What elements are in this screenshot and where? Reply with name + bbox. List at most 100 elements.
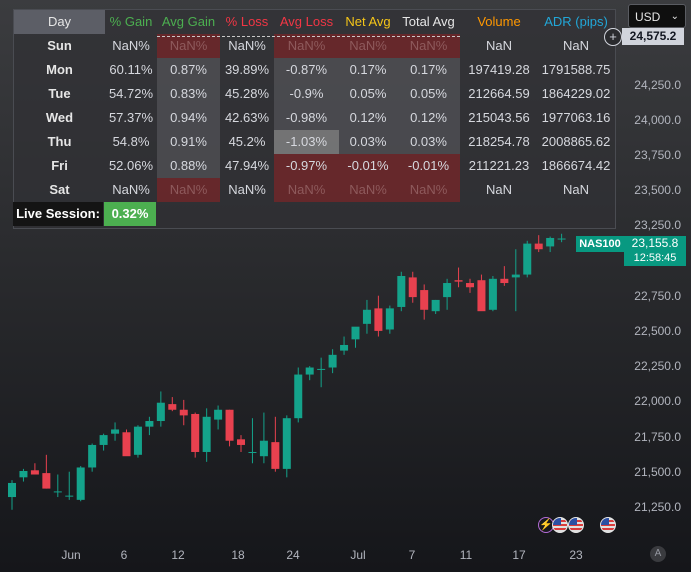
candle-body: [534, 243, 543, 250]
currency-label: USD: [635, 10, 661, 24]
candle-body: [466, 283, 474, 288]
table-cell: 1791588.75: [541, 62, 611, 77]
table-cell: NaN%: [228, 38, 266, 53]
candle-body: [111, 429, 120, 434]
table-cell: NaN%: [228, 182, 266, 197]
table-header-5: Net Avg: [345, 14, 391, 29]
price-tick-label: 23,750.0: [634, 147, 681, 162]
candle-body: [408, 277, 417, 298]
candle-body: [248, 451, 257, 453]
candle: [237, 435, 245, 452]
us-flag-icon[interactable]: [568, 517, 584, 533]
table-cell: 39.89%: [224, 62, 270, 77]
table-cell: -1.03%: [274, 130, 339, 154]
table-cell: 52.06%: [108, 158, 154, 173]
candle-body: [294, 374, 303, 419]
time-tick-label: 23: [569, 548, 583, 562]
candle-body: [431, 299, 440, 312]
candle: [328, 349, 337, 374]
candle: [168, 397, 177, 412]
candle-body: [191, 413, 200, 452]
table-cell: NaN: [485, 182, 512, 197]
currency-dropdown[interactable]: USD ⌄: [628, 4, 686, 28]
candle-body: [88, 444, 97, 468]
live-session-label: Live Session:: [13, 202, 103, 226]
table-cell: 0.91%: [157, 130, 220, 154]
candle-body: [282, 418, 291, 469]
candle: [294, 367, 303, 423]
price-tick-label: 22,750.0: [634, 288, 681, 303]
candle: [76, 466, 85, 502]
candle: [546, 236, 555, 253]
candle: [214, 405, 223, 430]
candle: [431, 299, 440, 315]
table-header-7: Volume: [477, 14, 521, 29]
us-flag-icon[interactable]: [600, 517, 616, 533]
table-cell: 0.83%: [157, 82, 220, 106]
candle-body: [511, 274, 520, 278]
candle-body: [271, 442, 280, 469]
table-cell: -0.97%: [274, 154, 339, 178]
table-cell: 212664.59: [468, 86, 530, 101]
live-session-value: 0.32%: [104, 202, 156, 226]
candle: [191, 412, 200, 458]
candle-body: [351, 326, 360, 340]
price-tick-label: 21,250.0: [634, 499, 681, 514]
candle: [443, 278, 452, 310]
candle: [30, 463, 39, 475]
candle: [88, 443, 97, 472]
table-day-mon: Mon: [46, 62, 73, 77]
table-header-1: % Gain: [109, 14, 153, 29]
candle: [145, 416, 154, 436]
candle: [466, 278, 474, 293]
candle: [385, 305, 394, 334]
table-cell: -0.87%: [274, 58, 339, 82]
candle-body: [420, 290, 429, 310]
candle-body: [42, 473, 51, 489]
candle-body: [8, 482, 16, 498]
last-price-value: 23,155.8: [631, 236, 679, 250]
price-tick-label: 22,500.0: [634, 323, 681, 338]
candle-body: [168, 404, 177, 410]
auto-scale-button[interactable]: A: [650, 546, 666, 562]
us-flag-icon[interactable]: [552, 517, 568, 533]
candle-body: [305, 367, 314, 375]
table-header-0: Day: [47, 14, 72, 29]
table-cell: 1866674.42: [541, 158, 611, 173]
candle-body: [145, 421, 154, 427]
table-cell: 1864229.02: [541, 86, 611, 101]
table-cell: 45.2%: [228, 134, 266, 149]
time-tick-label: Jun: [61, 548, 81, 562]
candle-body: [328, 354, 337, 368]
candle: [523, 240, 532, 278]
candle: [202, 408, 211, 462]
price-tick-label: 23,250.0: [634, 218, 681, 233]
candle-body: [374, 308, 383, 331]
table-header-2: Avg Gain: [161, 14, 216, 29]
table-cell: 45.28%: [224, 86, 270, 101]
price-tick-label: 22,000.0: [634, 394, 681, 409]
table-cell: NaN%: [397, 34, 460, 58]
bar-countdown: 12:58:45: [633, 252, 677, 264]
dashed-line: [157, 36, 460, 37]
candle: [305, 366, 314, 381]
add-plus-icon[interactable]: +: [604, 28, 622, 46]
table-day-tue: Tue: [48, 86, 71, 101]
table-day-sun: Sun: [47, 38, 72, 53]
candle-body: [156, 402, 165, 422]
table-cell: 197419.28: [468, 62, 530, 77]
table-cell: NaN%: [112, 182, 150, 197]
candle: [477, 274, 486, 312]
table-cell: -0.98%: [274, 106, 339, 130]
table-day-wed: Wed: [45, 110, 74, 125]
candle-body: [500, 278, 509, 284]
table-header-6: Total Avg: [402, 14, 455, 29]
table-cell: 0.03%: [339, 130, 397, 154]
candle-body: [340, 344, 349, 351]
time-tick-label: 11: [459, 548, 473, 562]
candle: [248, 418, 257, 464]
table-cell: NaN%: [339, 178, 397, 202]
table-cell: 57.37%: [108, 110, 154, 125]
table-cell: 0.17%: [397, 58, 460, 82]
